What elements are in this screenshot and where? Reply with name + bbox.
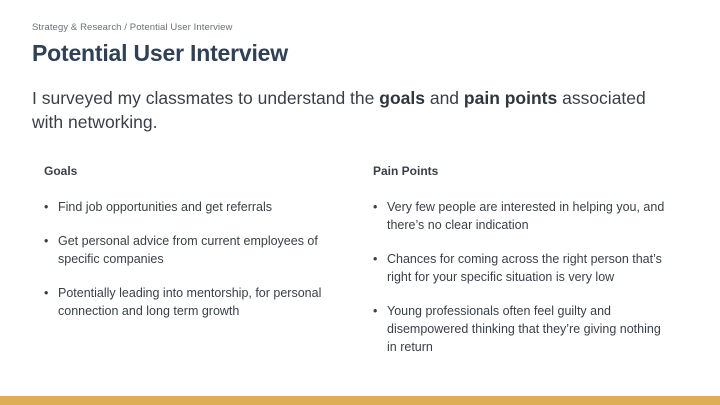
goals-list-item: • Find job opportunities and get referra… [44,198,334,216]
pain-points-list: • Very few people are interested in help… [373,198,673,356]
breadcrumb: Strategy & Research / Potential User Int… [32,22,233,33]
goals-heading: Goals [44,164,78,178]
bullet-icon: • [373,252,378,266]
goals-list-item: • Potentially leading into mentorship, f… [44,284,334,320]
goals-list: • Find job opportunities and get referra… [44,198,334,320]
bullet-icon: • [44,286,49,300]
intro-pain-word: pain points [463,88,558,108]
goals-item-text: Potentially leading into mentorship, for… [58,286,322,318]
bullet-icon: • [373,200,378,214]
pain-points-column: Pain Points • Very few people are intere… [373,164,673,372]
pain-points-heading: Pain Points [373,164,439,178]
pain-points-list-item: • Very few people are interested in help… [373,198,673,234]
bullet-icon: • [44,200,49,214]
pain-points-item-text: Young professionals often feel guilty an… [387,304,661,354]
page-title: Potential User Interview [32,40,288,66]
intro-after: associated with networking. [32,88,646,132]
goals-item-text: Find job opportunities and get referrals [58,200,273,214]
goals-list-item: • Get personal advice from current emplo… [44,232,334,268]
bullet-icon: • [373,304,378,318]
pain-points-list-item: • Young professionals often feel guilty … [373,302,673,356]
intro-text: I surveyed my classmates to understand t… [32,86,652,134]
goals-item-text: Get personal advice from current employe… [58,234,318,266]
intro-before: I surveyed my classmates to understand t… [32,88,380,108]
pain-points-item-text: Very few people are interested in helpin… [387,200,665,232]
goals-column: Goals • Find job opportunities and get r… [44,164,334,336]
intro-middle: and [424,88,464,108]
pain-points-list-item: • Chances for coming across the right pe… [373,250,673,286]
pain-points-item-text: Chances for coming across the right pers… [387,252,662,284]
footer-accent-bar [0,396,720,405]
intro-goals-word: goals [379,88,425,108]
bullet-icon: • [44,234,49,248]
